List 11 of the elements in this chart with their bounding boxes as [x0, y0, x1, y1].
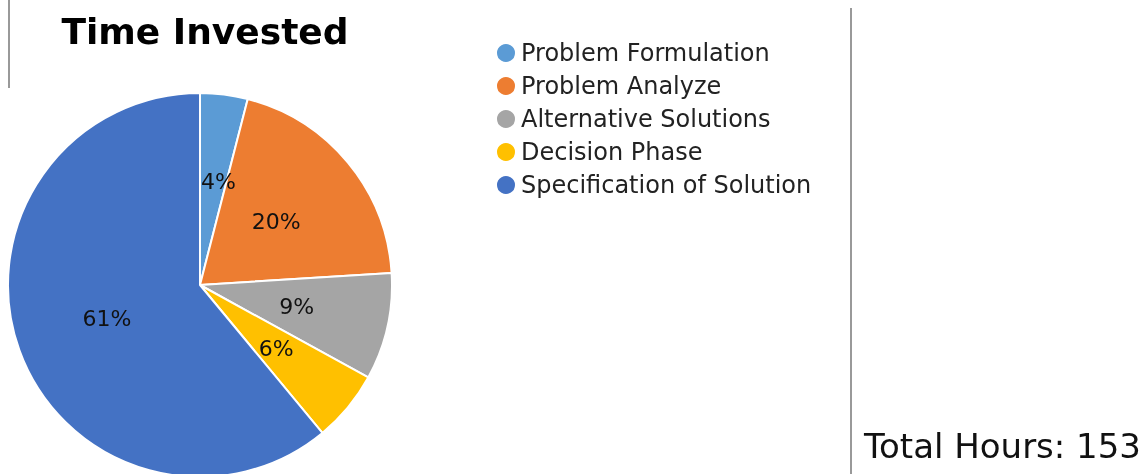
data-label: 20% [251, 209, 301, 235]
data-label: 61% [82, 306, 132, 332]
data-label: 9% [279, 294, 315, 320]
data-label: 6% [258, 335, 294, 361]
chart-title: Time Invested [61, 10, 349, 52]
legend-label: Alternative Solutions [521, 105, 771, 133]
legend-label: Decision Phase [521, 138, 703, 166]
text: Total Hours: 153 [864, 426, 1141, 466]
legend-label: Specification of Solution [521, 171, 812, 199]
legend-label: Problem Analyze [521, 72, 722, 100]
legend-label: Problem Formulation [521, 39, 770, 67]
